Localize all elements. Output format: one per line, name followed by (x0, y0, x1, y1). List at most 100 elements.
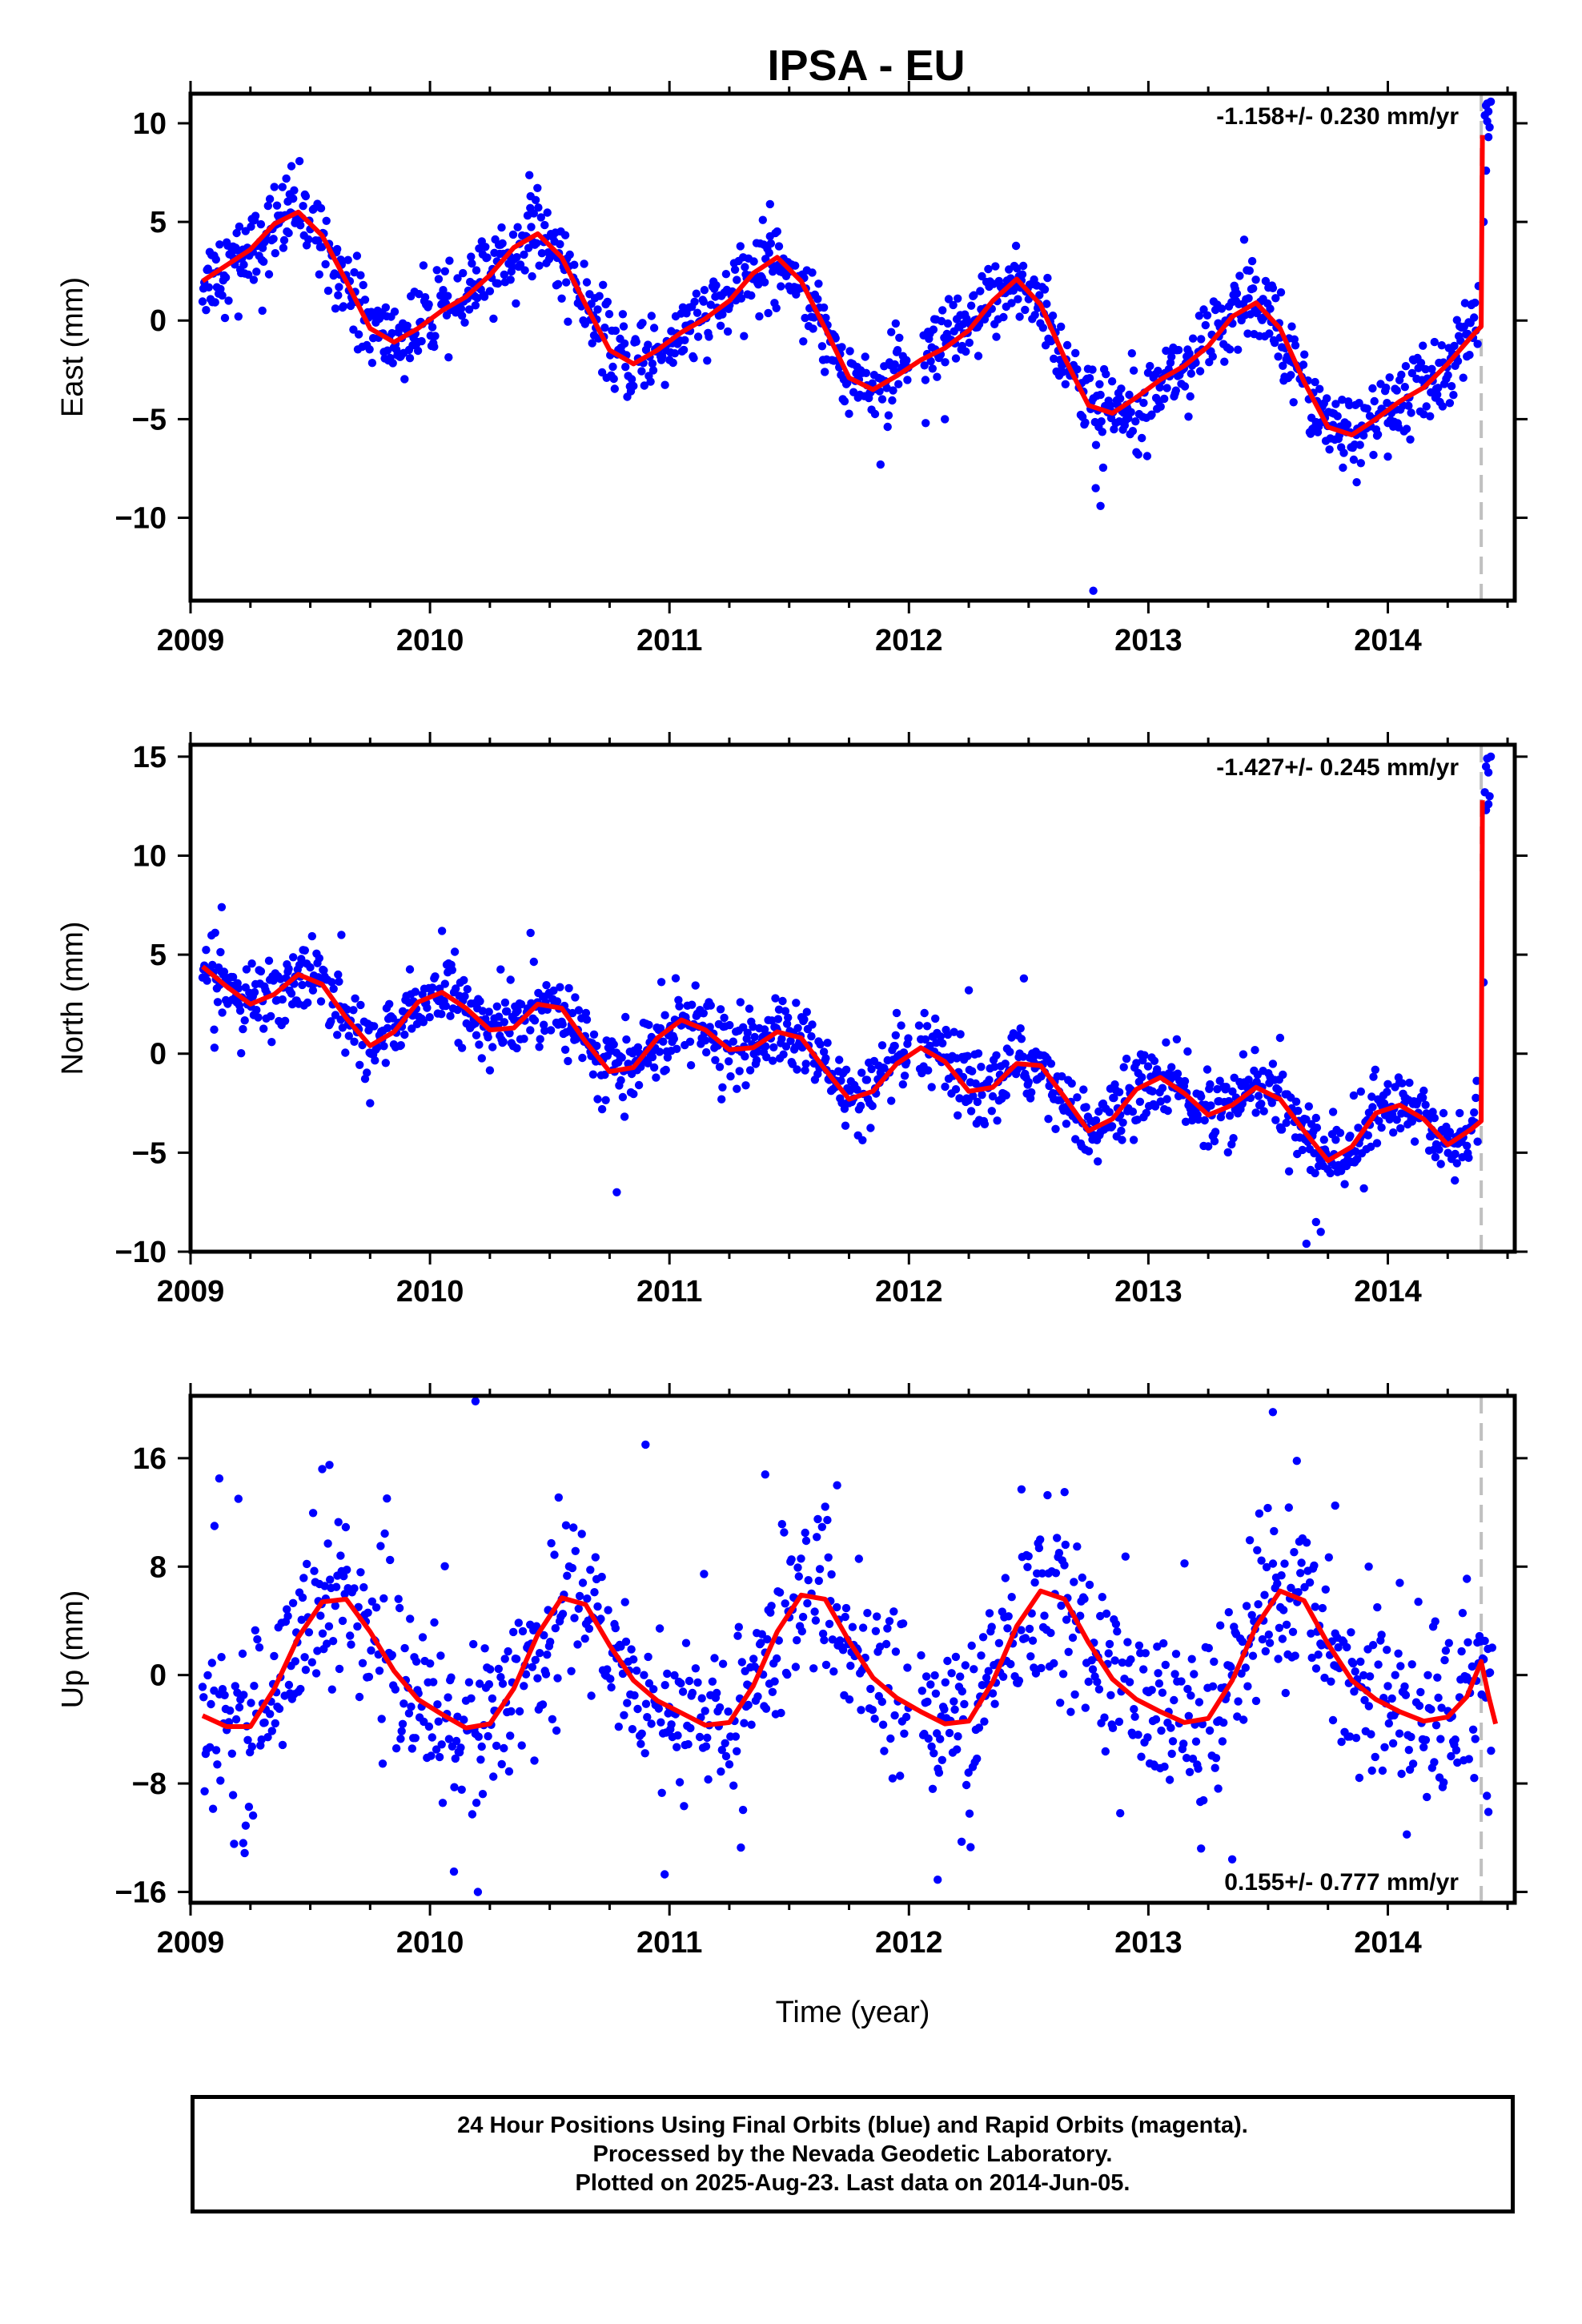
up-data-point (1457, 1647, 1466, 1656)
east-data-point (870, 409, 880, 419)
up-data-point (226, 1706, 235, 1715)
east-data-point (699, 297, 708, 306)
up-data-point (521, 1670, 531, 1679)
north-data-point (1369, 1072, 1378, 1081)
up-data-point (255, 1643, 264, 1652)
north-data-point (256, 967, 266, 976)
up-data-point (1060, 1488, 1069, 1497)
up-data-point (1251, 1696, 1261, 1706)
east-data-point (430, 342, 439, 352)
up-data-point (1436, 1735, 1445, 1743)
north-data-point (932, 1039, 941, 1047)
north-data-point (1122, 1054, 1131, 1063)
east-data-point (259, 257, 268, 266)
north-data-point (1172, 1035, 1182, 1044)
up-data-point (1391, 1671, 1399, 1679)
up-data-point (781, 1599, 789, 1608)
north-data-point (460, 975, 468, 985)
north-data-point (711, 1055, 720, 1065)
up-data-point (1076, 1611, 1085, 1620)
up-data-point (1263, 1503, 1272, 1513)
north-data-point (1486, 752, 1496, 761)
north-data-point (1200, 1116, 1209, 1125)
north-data-point (284, 964, 293, 973)
up-data-point (515, 1707, 524, 1716)
up-data-point (1365, 1672, 1375, 1681)
east-data-point (1323, 394, 1331, 403)
east-data-point (582, 278, 592, 287)
north-data-point (488, 1043, 497, 1051)
east-data-point (747, 291, 756, 300)
north-data-point (656, 978, 666, 987)
up-data-point (1003, 1624, 1012, 1633)
north-data-point (463, 985, 472, 994)
up-data-point (960, 1699, 969, 1709)
north-data-point (652, 1073, 661, 1082)
north-data-point (877, 1041, 887, 1050)
east-data-point (493, 279, 503, 288)
north-data-point (298, 980, 307, 990)
up-data-point (731, 1732, 741, 1741)
east-data-point (1048, 312, 1058, 320)
east-data-point (508, 262, 517, 271)
north-data-point (1162, 1038, 1170, 1047)
up-data-point (988, 1689, 998, 1698)
east-data-point (527, 223, 536, 231)
up-data-point (891, 1647, 901, 1656)
up-x-tick-label: 2013 (1114, 1926, 1182, 1960)
north-data-point (592, 1041, 601, 1051)
north-data-point (341, 1048, 350, 1057)
east-data-point (1117, 384, 1126, 393)
north-data-point (951, 1085, 961, 1094)
north-data-point (259, 1024, 268, 1033)
north-data-point (1472, 1076, 1481, 1085)
east-data-point (444, 353, 453, 362)
up-data-point (1060, 1561, 1069, 1570)
north-data-point (927, 1083, 936, 1092)
east-data-point (740, 332, 749, 340)
up-data-point (1395, 1578, 1404, 1587)
up-data-point (426, 1659, 435, 1668)
east-data-point (884, 411, 893, 420)
up-data-point (1093, 1678, 1102, 1687)
up-data-point (1104, 1649, 1113, 1658)
up-data-point (695, 1732, 705, 1742)
east-data-point (877, 395, 887, 404)
up-data-point (941, 1678, 950, 1687)
east-data-point (876, 460, 885, 469)
up-data-point (768, 1687, 777, 1696)
up-data-point (1423, 1671, 1432, 1679)
up-data-point (412, 1657, 421, 1666)
north-data-point (769, 1056, 777, 1065)
east-data-point (315, 270, 323, 279)
east-data-point (978, 271, 986, 281)
up-data-point (1279, 1606, 1288, 1614)
up-data-point (1101, 1747, 1110, 1756)
east-data-point (481, 243, 490, 251)
north-data-point (1019, 974, 1029, 983)
up-data-point (492, 1741, 501, 1751)
up-data-point (1168, 1737, 1178, 1746)
up-data-point (233, 1688, 242, 1697)
east-data-point (322, 216, 331, 225)
east-x-tick-label: 2009 (157, 624, 225, 657)
north-data-point (405, 965, 415, 974)
east-data-point (1021, 305, 1030, 315)
up-data-point (1311, 1664, 1321, 1673)
up-data-point (1488, 1643, 1497, 1652)
up-data-point (823, 1515, 832, 1525)
north-data-point (1302, 1115, 1311, 1124)
up-data-point (633, 1704, 642, 1714)
north-data-point (736, 998, 745, 1007)
north-data-point (993, 1116, 1002, 1125)
east-data-point (1392, 386, 1401, 395)
up-data-point (1123, 1638, 1132, 1647)
up-data-point (1038, 1569, 1047, 1578)
east-data-point (903, 376, 912, 384)
up-data-point (961, 1661, 970, 1670)
up-data-point (1343, 1642, 1351, 1652)
north-data-point (771, 994, 780, 1003)
up-data-point (1253, 1546, 1262, 1555)
up-data-point (846, 1661, 855, 1671)
up-data-point (737, 1658, 746, 1667)
